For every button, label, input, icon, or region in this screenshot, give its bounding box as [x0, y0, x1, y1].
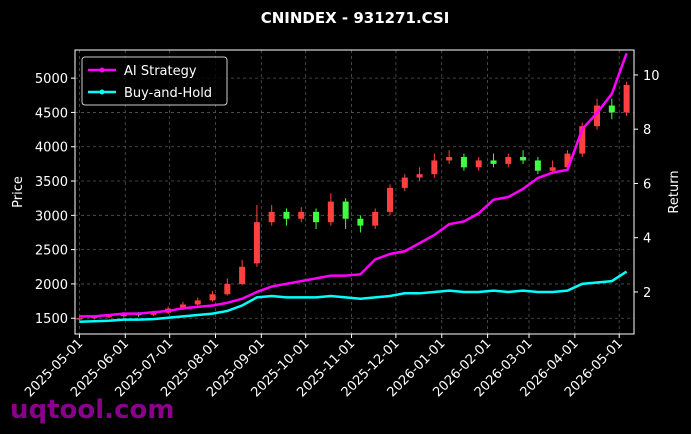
y2-axis-label: Return	[667, 170, 682, 213]
y-tick-label: 3500	[35, 175, 68, 190]
candle-body	[313, 211, 320, 223]
candle-body	[76, 318, 83, 320]
y-tick-label: 5000	[35, 72, 68, 87]
y-tick-label: 1500	[35, 312, 68, 327]
candle-body	[253, 222, 260, 264]
candle-body	[342, 201, 349, 219]
y-tick-label: 4500	[35, 106, 68, 121]
candle-body	[490, 160, 497, 164]
candle-body	[372, 211, 379, 226]
candle-body	[460, 157, 467, 168]
candle-body	[239, 266, 246, 284]
legend-label: AI Strategy	[124, 64, 197, 79]
candle-body	[209, 294, 216, 301]
candle-body	[579, 126, 586, 154]
y-axis-label: Price	[11, 176, 26, 208]
candle-body	[268, 211, 275, 223]
y2-tick-label: 10	[643, 69, 660, 84]
candle-body	[446, 157, 453, 161]
candle-body	[194, 300, 201, 305]
candle-body	[386, 187, 393, 212]
series-line	[79, 52, 628, 318]
y-tick-label: 2000	[35, 278, 68, 293]
y-tick-label: 4000	[35, 141, 68, 156]
candle-body	[327, 201, 334, 223]
watermark: uqtool.com	[10, 395, 174, 425]
candle-body	[298, 211, 305, 219]
candle-body	[401, 177, 408, 188]
candle-body	[179, 304, 186, 309]
chart-title: CNINDEX - 931271.CSI	[261, 9, 450, 27]
legend-marker	[99, 67, 105, 73]
candle-body	[283, 211, 290, 219]
candle-body	[431, 160, 438, 175]
candle-body	[534, 160, 541, 171]
candle-body	[150, 312, 157, 315]
candle-body	[416, 174, 423, 178]
candle-body	[623, 84, 630, 113]
y2-tick-label: 6	[643, 177, 651, 192]
legend-label: Buy-and-Hold	[124, 86, 212, 101]
series-line	[79, 270, 628, 324]
candle-body	[594, 105, 601, 127]
y2-tick-label: 8	[643, 123, 651, 138]
y-tick-label: 3000	[35, 209, 68, 224]
y2-tick-label: 2	[643, 286, 651, 301]
candle-body	[520, 157, 527, 161]
candle-body	[549, 167, 556, 171]
legend-box	[81, 56, 228, 106]
candle-body	[505, 157, 512, 164]
legend-marker	[99, 89, 105, 95]
candle-body	[475, 160, 482, 168]
candle-body	[224, 283, 231, 295]
candle-body	[357, 218, 364, 226]
plot-frame	[74, 49, 635, 335]
candle-body	[120, 314, 127, 317]
candle-body	[564, 153, 571, 168]
candle-body	[106, 316, 113, 318]
y-tick-label: 2500	[35, 244, 68, 259]
candle-body	[608, 105, 615, 113]
y2-tick-label: 4	[643, 232, 651, 247]
